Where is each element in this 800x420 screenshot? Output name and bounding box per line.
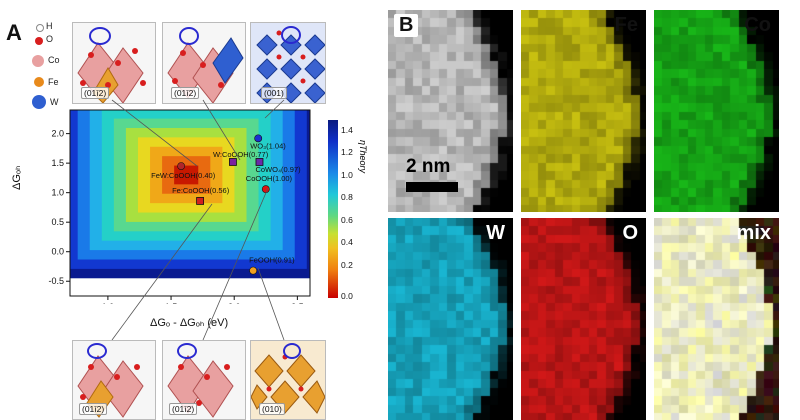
contour-band (174, 165, 199, 185)
colorbar-tick: 0.8 (341, 192, 353, 202)
o-map-canvas (521, 218, 646, 420)
fe-map-canvas (521, 10, 646, 212)
scale-bar (406, 182, 458, 192)
data-point-label: W:CoOOH(0.77) (213, 150, 269, 159)
legend-h-dot (36, 24, 44, 32)
legend-co-label: Co (48, 55, 60, 65)
y-tick-label: 1.0 (51, 188, 64, 198)
data-point (254, 134, 263, 143)
panel-b-letter: B (394, 14, 419, 37)
fe-map: Fe (521, 10, 646, 212)
structure-top-1: (01ī2) (72, 22, 156, 104)
colorbar (328, 120, 338, 298)
data-point (249, 266, 258, 275)
active-site-marker (89, 27, 111, 45)
colorbar-tick: 0.4 (341, 237, 353, 247)
plot-frame (69, 109, 311, 297)
scale-bar-label: 2 nm (406, 156, 451, 177)
structure-top-2-drawing (167, 37, 244, 103)
y-tick-label: 1.5 (51, 158, 64, 168)
facet-label-top-3: (001) (261, 87, 287, 99)
mix-map-label: mix (736, 222, 771, 244)
connector-lines (111, 99, 285, 341)
data-point-label: Fe:CoOOH(0.56) (172, 186, 230, 195)
eds-maps-panel: B 2 nm Fe Co W O mix (388, 10, 796, 420)
x-tick-label: 2.5 (291, 302, 304, 304)
y-tick-label: 0.0 (51, 247, 64, 257)
data-point-label: CoOOH(1.00) (246, 174, 293, 183)
overpotential-chart: 1.0 1.5 2.0 2.5 -0.5 0.0 0.5 1.0 1.5 2.0 WO₃(1.04)… (48, 109, 311, 304)
element-legend: H O Co Fe W (30, 21, 66, 112)
data-point-label: FeW:CoOOH(0.40) (151, 171, 216, 180)
structure-bottom-3: (010) (250, 340, 326, 420)
legend-fe-dot (34, 77, 44, 87)
active-site-marker (87, 343, 107, 359)
co-map: Co (654, 10, 779, 212)
x-tick-label: 1.0 (102, 302, 115, 304)
colorbar-tick: 0.6 (341, 215, 353, 225)
active-site-marker (281, 26, 301, 44)
data-point (196, 197, 205, 205)
data-point-label: FeOOH(0.91) (249, 256, 295, 265)
facet-label-bottom-3: (010) (259, 403, 285, 415)
legend-o-dot (35, 37, 43, 45)
structure-bottom-2: (01ī2) (162, 340, 246, 420)
legend-fe-label: Fe (48, 77, 59, 87)
y-tick-label: 2.0 (51, 129, 64, 139)
data-point (255, 158, 264, 166)
legend-o-label: O (46, 34, 54, 44)
o-map-label: O (622, 222, 638, 244)
active-site-marker (283, 343, 301, 359)
colorbar-tick: 1.2 (341, 147, 353, 157)
legend-co-dot (32, 55, 44, 67)
colorbar-tick: 0.0 (341, 291, 353, 301)
colorbar-tick: 0.2 (341, 260, 353, 270)
data-point (229, 158, 237, 166)
x-tick-label: 1.5 (165, 302, 178, 304)
mix-map: mix (654, 218, 779, 420)
w-map-label: W (486, 222, 505, 244)
colorbar-ticks: 1.4 1.2 1.0 0.8 0.6 0.4 0.2 0.0 (341, 120, 371, 301)
active-site-marker (177, 343, 197, 359)
legend-w-label: W (50, 97, 59, 107)
structure-bottom-1: (01ī2) (72, 340, 156, 420)
structure-bottom-3-drawing (251, 354, 325, 414)
x-tick-label: 2.0 (228, 302, 241, 304)
mix-map-canvas (654, 218, 779, 420)
fe-map-label: Fe (614, 14, 638, 36)
active-site-marker (179, 27, 199, 45)
w-map: W (388, 218, 513, 420)
haadf-canvas (388, 10, 513, 212)
o-map: O (521, 218, 646, 420)
facet-label-bottom-2: (01ī2) (169, 403, 198, 415)
panel-a-letter: A (6, 20, 22, 45)
colorbar-tick: 1.0 (341, 170, 353, 180)
legend-w-dot (32, 95, 46, 109)
y-tick-label: 0.5 (51, 217, 64, 227)
structure-bottom-2-drawing (167, 355, 234, 418)
y-tick-label: -0.5 (48, 276, 64, 286)
w-map-canvas (388, 218, 513, 420)
facet-label-top-1: (01ī2) (81, 87, 110, 99)
co-map-label: Co (744, 14, 771, 36)
data-point-label: WO₃(1.04) (250, 141, 286, 150)
haadf-image: B 2 nm (388, 10, 513, 212)
legend-h-label: H (46, 21, 53, 31)
data-point-label: CoWO₄(0.97) (255, 165, 301, 174)
structure-top-2: (01ī2) (162, 22, 246, 104)
structure-top-3: (001) (250, 22, 326, 104)
co-map-canvas (654, 10, 779, 212)
facet-label-bottom-1: (01ī2) (79, 403, 108, 415)
facet-label-top-2: (01ī2) (171, 87, 200, 99)
data-point (177, 162, 186, 170)
colorbar-tick: 1.4 (341, 125, 353, 135)
